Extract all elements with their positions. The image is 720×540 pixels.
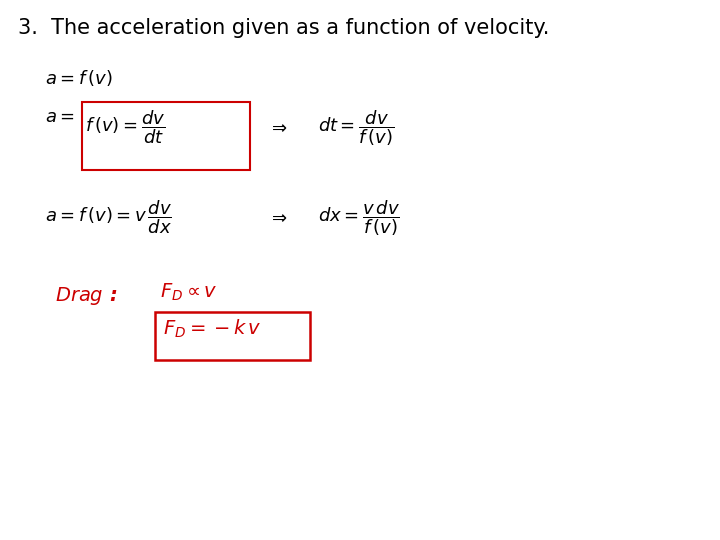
Text: $dx = \dfrac{v\,dv}{f\,(v)}$: $dx = \dfrac{v\,dv}{f\,(v)}$: [318, 198, 400, 238]
Text: $a = f\,(v) = v\,\dfrac{dv}{dx}$: $a = f\,(v) = v\,\dfrac{dv}{dx}$: [45, 198, 172, 235]
Bar: [155, 312, 310, 360]
Text: $\Rightarrow$: $\Rightarrow$: [268, 118, 288, 136]
Text: $a = $: $a = $: [45, 108, 75, 126]
Text: 3.  The acceleration given as a function of velocity.: 3. The acceleration given as a function …: [18, 18, 549, 38]
Text: $dt = \dfrac{dv}{f\,(v)}$: $dt = \dfrac{dv}{f\,(v)}$: [318, 108, 395, 147]
Text: $F_D = -k\,v$: $F_D = -k\,v$: [163, 318, 261, 340]
Text: $\mathit{Drag}$ :: $\mathit{Drag}$ :: [55, 285, 117, 307]
Bar: [82, 102, 250, 170]
Text: $\Rightarrow$: $\Rightarrow$: [268, 208, 288, 226]
Text: $f\,(v) = \dfrac{dv}{dt}$: $f\,(v) = \dfrac{dv}{dt}$: [85, 108, 166, 146]
Text: $F_D \propto v$: $F_D \propto v$: [160, 282, 217, 303]
Text: $a = f\,(v)$: $a = f\,(v)$: [45, 68, 112, 88]
